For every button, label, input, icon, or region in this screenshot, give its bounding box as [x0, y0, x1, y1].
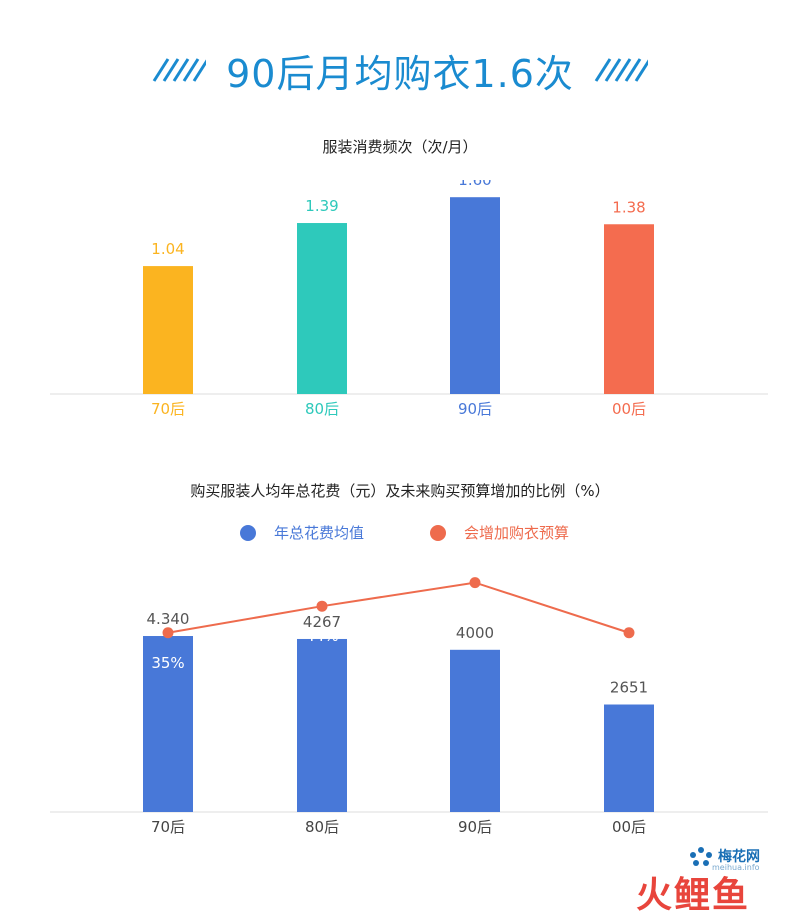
x-tick-label-1: 80后 — [305, 818, 339, 836]
hatch-decoration-left — [152, 58, 207, 82]
x-tick-label-3: 00后 — [612, 400, 646, 418]
watermark-site-sub: meihua.info — [712, 863, 760, 872]
header: 90后月均购衣1.6次 — [0, 38, 800, 102]
spend-bar-3 — [604, 704, 654, 812]
legend-label-spend: 年总花费均值 — [274, 524, 365, 542]
page-title: 90后月均购衣1.6次 — [226, 51, 574, 96]
x-tick-label-0: 70后 — [151, 400, 185, 418]
frequency-bar-chart: 1.04 70后 1.39 80后 1.60 90后 1.38 00后 — [50, 180, 768, 418]
budget-value-label-3: 35% — [612, 654, 645, 672]
chart2-legend: 年总花费均值 会增加购衣预算 — [0, 522, 800, 550]
spend-budget-combo-chart: 4.340 70后 4267 80后 4000 90后 2651 00后 35% 44% 52% 35… — [50, 577, 768, 836]
chart2-title: 购买服装人均年总花费（元）及未来购买预算增加的比例（%） — [190, 482, 610, 500]
spend-value-label-3: 2651 — [610, 679, 648, 697]
budget-value-label-2: 52% — [458, 597, 491, 615]
spend-bar-1 — [297, 638, 347, 812]
chart1-title: 服装消费频次（次/月） — [322, 138, 478, 156]
budget-point-0 — [162, 627, 174, 639]
legend-dot-blue-icon — [240, 524, 256, 541]
flower-logo-icon — [690, 847, 712, 866]
budget-value-label-1: 44% — [305, 627, 338, 645]
hatch-decoration-right — [594, 58, 648, 82]
watermark-site: 梅花网 — [718, 849, 760, 865]
spend-value-label-2: 4000 — [456, 624, 494, 642]
x-tick-label-2: 90后 — [458, 818, 492, 836]
x-tick-label-3: 00后 — [612, 818, 646, 836]
legend-item-spend: 年总花费均值 — [240, 522, 364, 543]
x-tick-label-2: 90后 — [458, 400, 492, 418]
x-tick-label-1: 80后 — [305, 400, 339, 418]
bar-0 — [143, 266, 193, 394]
bar-3 — [604, 224, 654, 394]
spend-bar-0 — [143, 636, 193, 812]
budget-point-2 — [469, 577, 481, 589]
legend-label-budget: 会增加购衣预算 — [464, 524, 570, 542]
spend-bar-2 — [450, 649, 500, 812]
bar-value-label-2: 1.60 — [458, 180, 491, 189]
spend-value-label-0: 4.340 — [147, 610, 190, 628]
watermark-brand: 火鲤鱼 — [636, 875, 751, 916]
legend-item-budget: 会增加购衣预算 — [430, 522, 569, 543]
bar-value-label-3: 1.38 — [612, 198, 645, 216]
budget-value-label-0: 35% — [151, 654, 184, 672]
bar-1 — [297, 223, 347, 394]
x-tick-label-0: 70后 — [151, 818, 185, 836]
watermark-logo: 梅花网 — [688, 846, 760, 866]
legend-dot-orange-icon — [430, 524, 446, 541]
budget-point-1 — [316, 600, 328, 612]
bar-2 — [450, 197, 500, 394]
budget-point-3 — [623, 627, 635, 639]
spend-value-label-1: 4267 — [303, 613, 341, 631]
budget-line — [167, 581, 630, 634]
bar-value-label-0: 1.04 — [151, 240, 184, 258]
bar-value-label-1: 1.39 — [305, 197, 338, 215]
